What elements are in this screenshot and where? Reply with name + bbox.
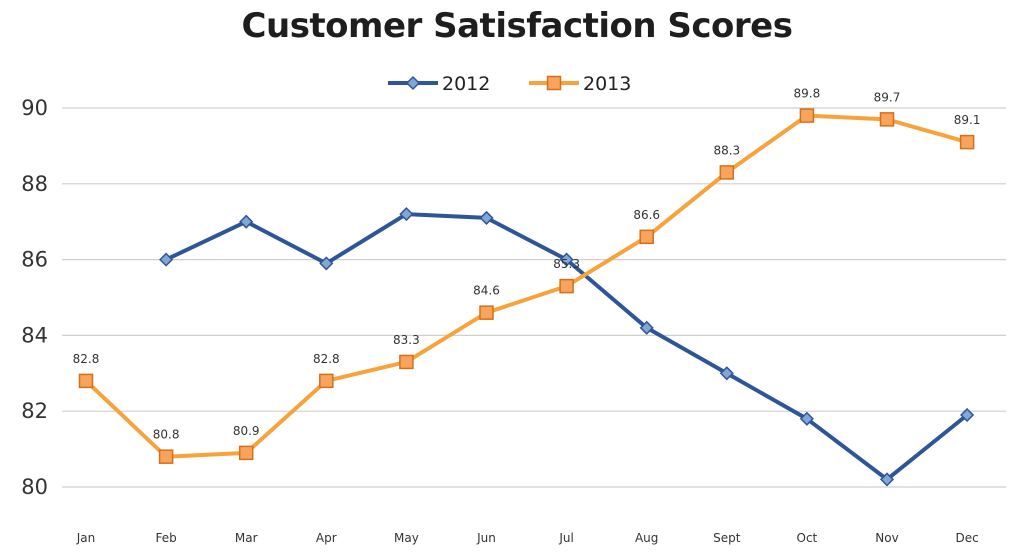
y-tick-label: 84 bbox=[21, 323, 48, 347]
series-layer: 82.8 80.8 80.9 82.8 83.3 84.6 85.3 86.6 88.3 89.8… bbox=[73, 87, 981, 487]
gridlines bbox=[62, 107, 1006, 488]
y-tick-label: 80 bbox=[21, 475, 48, 499]
data-label: 88.3 bbox=[713, 143, 740, 157]
point-2012-Dec bbox=[960, 407, 975, 423]
y-tick-label: 82 bbox=[21, 399, 48, 423]
data-label: 84.6 bbox=[473, 284, 500, 298]
x-tick-label: Oct bbox=[797, 531, 818, 545]
legend-label-2013: 2013 bbox=[583, 73, 631, 95]
point-2013-Sept bbox=[719, 165, 735, 180]
legend-marker-2012 bbox=[405, 75, 421, 91]
point-2012-Mar bbox=[239, 214, 254, 229]
legend-marker-2013 bbox=[546, 75, 562, 91]
point-2013-May bbox=[399, 354, 414, 370]
x-tick-label: Jan bbox=[76, 531, 96, 545]
point-2013-Aug bbox=[639, 229, 654, 245]
point-2013-Oct bbox=[799, 108, 815, 123]
data-label: 89.7 bbox=[874, 90, 901, 104]
data-label: 89.8 bbox=[794, 87, 821, 101]
data-label: 89.1 bbox=[954, 113, 981, 127]
point-2013-Apr bbox=[319, 373, 334, 389]
y-tick-label: 86 bbox=[21, 248, 48, 272]
data-label: 85.3 bbox=[553, 257, 580, 271]
y-tick-label: 88 bbox=[21, 172, 48, 196]
point-2013-Jan bbox=[78, 373, 94, 389]
point-2012-Jul bbox=[559, 252, 574, 267]
x-tick-label: Jul bbox=[558, 531, 573, 545]
legend: 2012 2013 bbox=[388, 73, 631, 95]
data-label: 82.8 bbox=[73, 352, 100, 366]
y-tick-label: 90 bbox=[21, 96, 48, 120]
data-label: 83.3 bbox=[393, 333, 420, 347]
x-tick-label: Mar bbox=[235, 531, 258, 545]
point-2013-Dec bbox=[959, 134, 975, 150]
point-2013-Jun bbox=[479, 305, 494, 320]
x-tick-label: Jun bbox=[476, 531, 496, 545]
series-line-2013 bbox=[84, 113, 970, 459]
x-tick-label: Apr bbox=[316, 531, 337, 545]
point-2012-Nov bbox=[879, 472, 895, 487]
x-tick-label: May bbox=[394, 531, 419, 545]
x-tick-label: Aug bbox=[635, 531, 658, 545]
point-2013-Nov bbox=[879, 112, 895, 127]
point-2012-Oct bbox=[799, 411, 814, 426]
point-2012-Jun bbox=[479, 210, 494, 225]
data-label: 80.8 bbox=[153, 428, 180, 442]
legend-label-2012: 2012 bbox=[442, 73, 490, 95]
point-2012-Apr bbox=[319, 256, 334, 271]
y-axis: 80 82 84 86 88 90 bbox=[21, 96, 48, 499]
point-2012-Aug bbox=[639, 320, 654, 335]
point-2013-Feb bbox=[158, 449, 174, 464]
point-2013-Mar bbox=[238, 445, 254, 461]
point-2012-May bbox=[399, 207, 414, 222]
data-label: 86.6 bbox=[633, 208, 660, 222]
x-tick-label: Dec bbox=[955, 531, 978, 545]
point-2012-Feb bbox=[159, 252, 174, 267]
data-label: 80.9 bbox=[233, 424, 260, 438]
chart-title: Customer Satisfaction Scores bbox=[241, 6, 793, 46]
x-tick-label: Sept bbox=[713, 531, 741, 545]
data-label: 82.8 bbox=[313, 352, 340, 366]
x-tick-label: Feb bbox=[155, 531, 176, 545]
point-2013-Jul bbox=[559, 278, 574, 294]
x-tick-label: Nov bbox=[875, 531, 898, 545]
point-2012-Sept bbox=[719, 366, 734, 381]
x-axis: Jan Feb Mar Apr May Jun Jul Aug Sept Oct Nov Dec bbox=[76, 531, 979, 545]
